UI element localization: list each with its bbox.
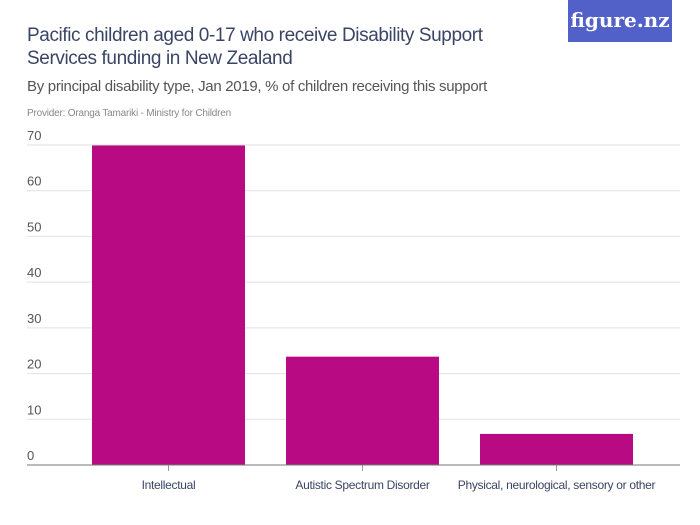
y-tick-label: 20 [27,357,41,372]
bar [286,356,439,465]
provider-text: Provider: Oranga Tamariki - Ministry for… [27,108,231,119]
y-tick-label: 40 [27,265,41,280]
chart-subtitle: By principal disability type, Jan 2019, … [27,78,487,95]
y-tick-label: 30 [27,311,41,326]
x-tick-label: Intellectual [142,478,196,492]
y-tick-label: 0 [27,448,34,463]
bar [92,145,245,465]
y-tick-label: 70 [27,128,41,143]
y-tick-label: 10 [27,402,41,417]
x-tick-label: Autistic Spectrum Disorder [295,478,430,492]
x-tick-label: Physical, neurological, sensory or other [458,478,656,492]
y-tick-label: 60 [27,174,41,189]
bar [480,433,633,465]
y-tick-label: 50 [27,219,41,234]
chart-title: Pacific children aged 0-17 who receive D… [27,25,483,69]
figure-nz-logo[interactable]: figure.nz [568,0,672,42]
